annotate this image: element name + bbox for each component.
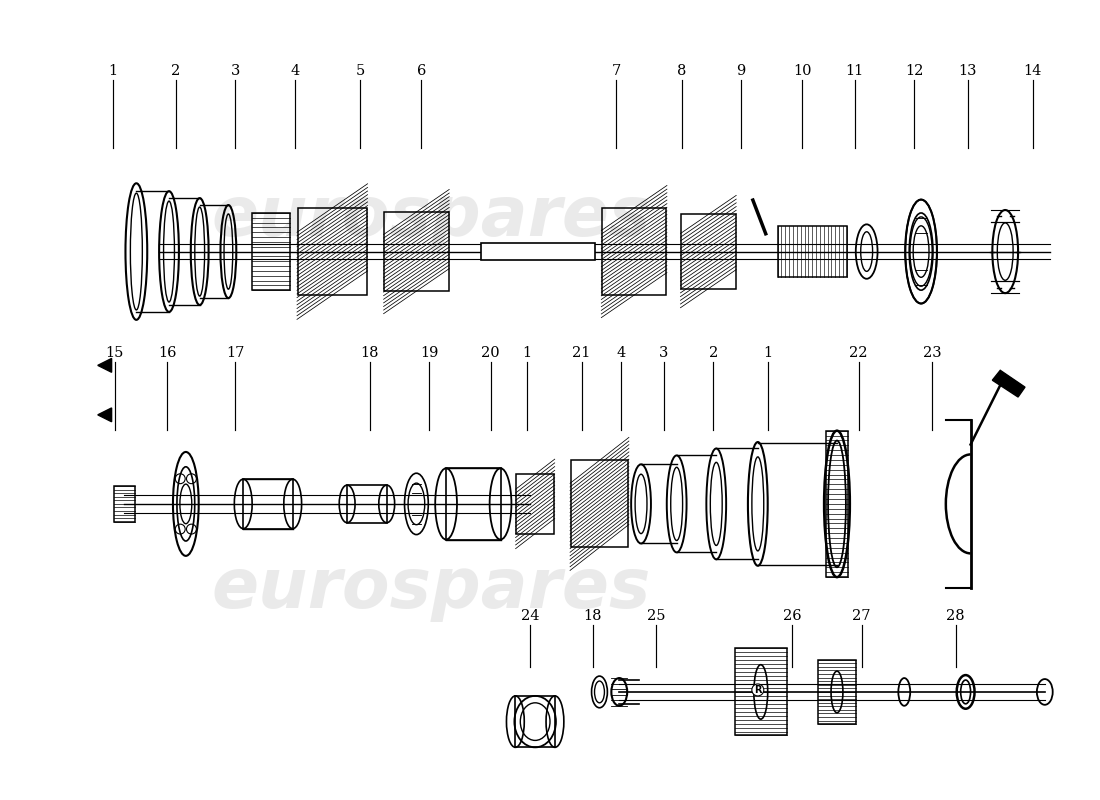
Text: 4: 4 — [290, 64, 299, 78]
Text: 4: 4 — [617, 346, 626, 361]
Text: 2: 2 — [708, 346, 718, 361]
Text: 9: 9 — [736, 64, 746, 78]
Text: 7: 7 — [612, 64, 620, 78]
Text: 3: 3 — [231, 64, 240, 78]
Text: 24: 24 — [521, 609, 539, 622]
Text: 1: 1 — [763, 346, 772, 361]
Text: 1: 1 — [522, 346, 531, 361]
Text: 17: 17 — [227, 346, 244, 361]
Text: 5: 5 — [355, 64, 364, 78]
Polygon shape — [98, 408, 111, 422]
Text: 1: 1 — [108, 64, 118, 78]
Text: 6: 6 — [417, 64, 426, 78]
Polygon shape — [481, 242, 594, 261]
Text: 20: 20 — [482, 346, 499, 361]
Text: 8: 8 — [676, 64, 686, 78]
Text: eurospares: eurospares — [211, 554, 651, 622]
Text: 15: 15 — [106, 346, 124, 361]
Text: 19: 19 — [420, 346, 439, 361]
Text: 27: 27 — [852, 609, 871, 622]
Text: 26: 26 — [783, 609, 802, 622]
Text: 11: 11 — [846, 64, 864, 78]
Text: 2: 2 — [172, 64, 180, 78]
Text: 18: 18 — [583, 609, 602, 622]
Text: 3: 3 — [659, 346, 669, 361]
Text: 14: 14 — [1024, 64, 1042, 78]
Text: 16: 16 — [157, 346, 176, 361]
Text: 12: 12 — [905, 64, 923, 78]
Text: 18: 18 — [361, 346, 379, 361]
Text: R: R — [755, 685, 761, 695]
Text: 23: 23 — [923, 346, 942, 361]
Text: 25: 25 — [647, 609, 666, 622]
Text: eurospares: eurospares — [211, 183, 651, 250]
Text: 22: 22 — [849, 346, 868, 361]
Polygon shape — [992, 370, 1025, 397]
Text: 28: 28 — [946, 609, 965, 622]
Text: 10: 10 — [793, 64, 812, 78]
Text: 21: 21 — [572, 346, 591, 361]
Polygon shape — [98, 358, 111, 372]
Text: 13: 13 — [958, 64, 977, 78]
